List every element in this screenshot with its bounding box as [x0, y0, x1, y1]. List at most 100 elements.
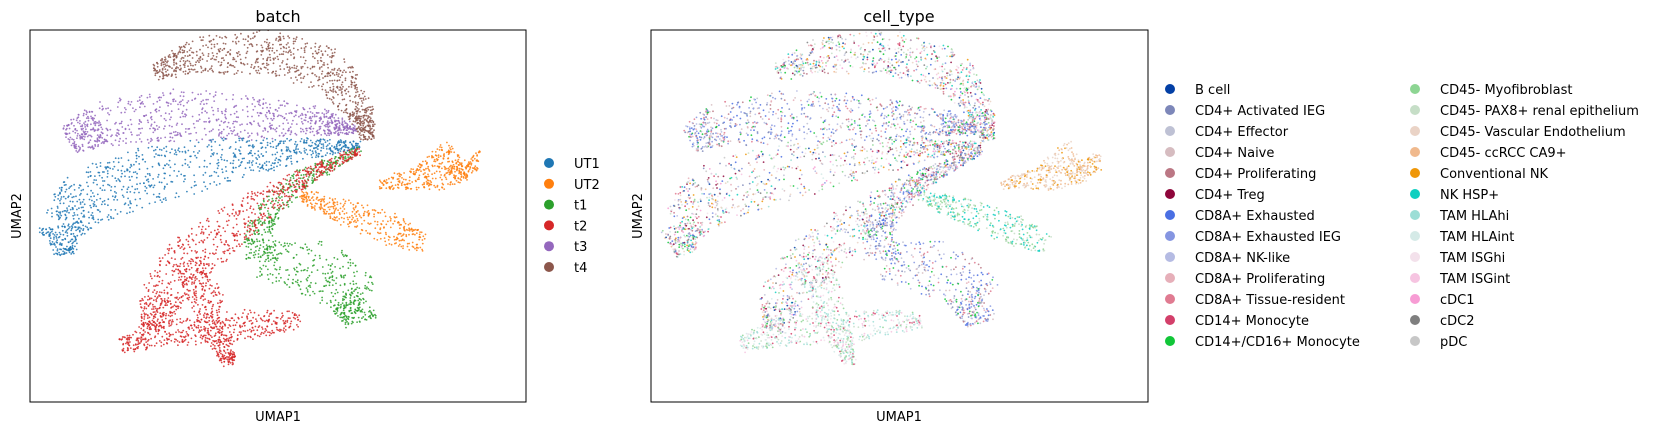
data-point: [168, 249, 170, 252]
data-point: [246, 115, 249, 118]
data-point: [198, 166, 201, 168]
data-point: [228, 147, 231, 150]
data-point: [216, 152, 219, 155]
data-point: [212, 128, 214, 131]
data-point: [288, 37, 291, 39]
data-point: [334, 310, 336, 313]
data-point: [120, 122, 123, 125]
data-point: [335, 71, 338, 74]
data-point: [211, 69, 214, 72]
data-point: [134, 171, 137, 173]
data-point: [341, 88, 343, 90]
data-point: [278, 74, 281, 77]
data-point: [186, 190, 188, 193]
data-point: [90, 206, 92, 209]
data-point: [385, 244, 388, 247]
data-point: [78, 184, 81, 187]
data-point: [275, 212, 277, 215]
data-point: [173, 61, 175, 64]
data-point: [156, 307, 159, 310]
data-point: [257, 154, 260, 157]
data-point: [239, 58, 242, 61]
data-point: [313, 115, 316, 118]
data-point: [74, 128, 77, 130]
data-point: [215, 56, 218, 58]
data-point: [299, 140, 302, 143]
data-point: [68, 249, 70, 252]
data-point: [140, 140, 143, 143]
data-point: [232, 120, 235, 123]
data-point: [291, 201, 293, 204]
data-point: [75, 229, 77, 232]
data-point: [269, 107, 272, 109]
data-point: [469, 161, 472, 163]
data-point: [70, 118, 72, 121]
data-point: [237, 40, 240, 43]
data-point: [277, 196, 280, 198]
data-point: [266, 144, 269, 147]
data-point: [103, 141, 106, 143]
data-point: [195, 61, 198, 64]
data-point: [175, 263, 178, 266]
data-point: [168, 247, 171, 250]
data-point: [425, 181, 428, 183]
data-point: [216, 220, 219, 223]
data-point: [333, 210, 336, 212]
data-point: [187, 100, 190, 102]
data-point: [259, 244, 262, 247]
data-point: [333, 146, 336, 149]
data-point: [264, 146, 267, 149]
data-point: [300, 280, 302, 283]
data-point: [158, 196, 161, 199]
data-point: [416, 229, 419, 232]
data-point: [384, 231, 387, 234]
data-point: [75, 150, 78, 152]
data-point: [313, 65, 316, 68]
data-point: [60, 214, 63, 217]
data-point: [335, 282, 337, 285]
data-point: [193, 184, 196, 187]
data-point: [198, 225, 200, 228]
data-point: [295, 152, 298, 155]
data-point: [258, 247, 261, 250]
data-point: [353, 271, 355, 274]
data-point: [280, 183, 283, 185]
data-point: [270, 219, 273, 222]
data-point: [301, 65, 304, 68]
data-point: [457, 158, 460, 161]
data-point: [349, 262, 352, 264]
data-point: [353, 81, 356, 84]
data-point: [284, 140, 286, 143]
data-point: [308, 248, 311, 251]
data-point: [310, 153, 313, 156]
data-point: [422, 160, 424, 163]
data-point: [298, 187, 301, 190]
data-point: [280, 114, 282, 117]
data-point: [371, 133, 373, 136]
data-point: [448, 160, 451, 163]
data-point: [202, 174, 205, 176]
data-point: [164, 254, 167, 256]
data-point: [173, 64, 175, 66]
data-point: [221, 148, 224, 151]
data-point: [267, 278, 270, 281]
data-point: [359, 122, 362, 124]
data-point: [268, 125, 271, 128]
data-point: [336, 122, 339, 125]
data-point: [140, 319, 143, 322]
data-point: [232, 152, 235, 155]
data-point: [64, 218, 67, 221]
data-point: [126, 191, 128, 194]
data-point: [356, 321, 358, 323]
data-point: [426, 183, 428, 185]
data-point: [262, 58, 265, 60]
data-point: [204, 171, 207, 174]
data-point: [238, 165, 240, 168]
data-point: [193, 180, 196, 183]
data-point: [176, 133, 179, 136]
data-point: [186, 277, 188, 280]
data-point: [362, 134, 365, 137]
data-point: [339, 284, 342, 287]
data-point: [345, 108, 348, 111]
data-point: [272, 193, 275, 196]
